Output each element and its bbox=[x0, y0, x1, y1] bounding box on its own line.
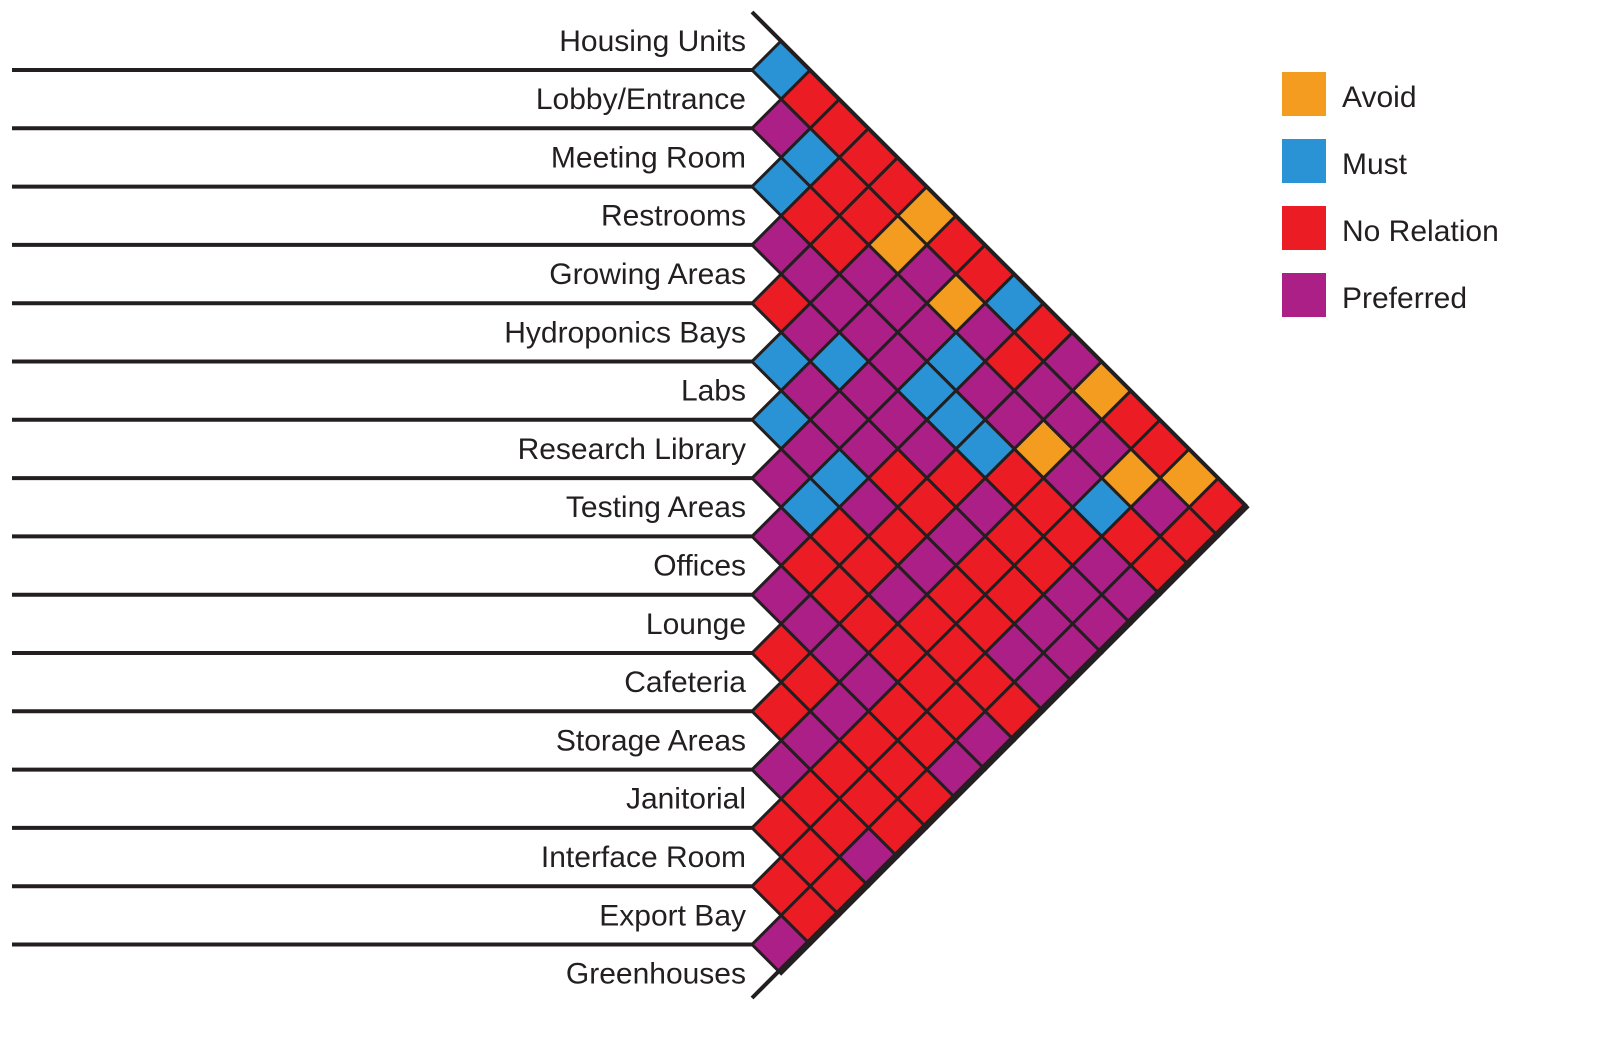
room-label: Lobby/Entrance bbox=[536, 83, 746, 116]
room-label: Cafeteria bbox=[624, 666, 746, 699]
room-label: Restrooms bbox=[601, 200, 746, 233]
legend-swatch bbox=[1282, 206, 1326, 250]
room-label: Greenhouses bbox=[566, 958, 746, 991]
legend-label: Preferred bbox=[1342, 282, 1467, 315]
room-label: Labs bbox=[681, 375, 746, 408]
room-label: Interface Room bbox=[541, 841, 746, 874]
legend-swatch bbox=[1282, 273, 1326, 317]
room-label: Meeting Room bbox=[551, 141, 746, 174]
rows: Housing Units Lobby/Entrance Meeting Room R… bbox=[12, 25, 752, 991]
room-label: Hydroponics Bays bbox=[504, 316, 746, 349]
room-label: Housing Units bbox=[559, 25, 746, 58]
room-label: Research Library bbox=[518, 433, 746, 466]
relation-cell bbox=[749, 913, 813, 976]
legend-swatch bbox=[1282, 139, 1326, 183]
legend-label: Must bbox=[1342, 148, 1408, 181]
room-label: Testing Areas bbox=[566, 491, 746, 524]
legend-swatch bbox=[1282, 72, 1326, 116]
room-label: Export Bay bbox=[599, 899, 746, 932]
room-label: Janitorial bbox=[626, 783, 746, 816]
legend-label: Avoid bbox=[1342, 81, 1417, 114]
legend: Avoid Must No Relation Preferred bbox=[1282, 72, 1499, 317]
room-label: Storage Areas bbox=[556, 724, 746, 757]
room-label: Offices bbox=[653, 549, 746, 582]
room-label: Lounge bbox=[646, 608, 746, 641]
legend-label: No Relation bbox=[1342, 215, 1499, 248]
matrix-outline bbox=[750, 10, 1248, 1000]
room-label: Growing Areas bbox=[549, 258, 746, 291]
cells bbox=[749, 38, 1250, 976]
